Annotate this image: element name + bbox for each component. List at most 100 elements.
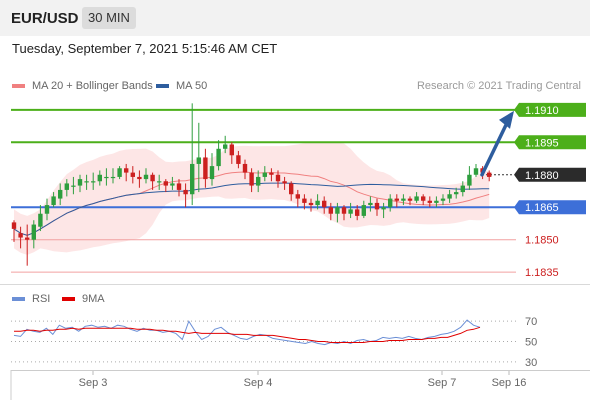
candle-body [223,144,228,149]
candle-body [447,194,452,199]
candle [51,192,56,208]
candle-body [124,168,129,173]
timeframe-badge[interactable]: 30 MIN [82,7,136,29]
candle [473,163,479,177]
candle [242,159,248,180]
candle-body [84,181,89,183]
candle-body [407,198,413,201]
candle-body [190,163,195,195]
candle [308,198,314,212]
level-labels: 1.1910 1.1895 1.1880 1.1865 1.1850 1.1835 [514,102,586,279]
candle [374,198,380,216]
candle [31,220,36,249]
candle [368,196,373,212]
candle-body [269,172,274,175]
candle [315,194,320,210]
candle [328,202,333,221]
x-axis: Sep 3 Sep 4 Sep 7 Sep 16 [10,370,590,400]
legend-rsi-swatch [12,297,25,301]
candle-body [388,198,393,208]
candle [348,202,353,219]
symbol-label: EUR/USD [11,10,79,27]
candle-body [25,237,30,240]
candle [38,205,43,232]
legend-ma20: MA 20 + Bollinger Bands [12,80,153,92]
candle-body [157,181,162,183]
candle [460,181,465,197]
level-label-1.1835: 1.1835 [525,267,559,279]
level-label-text: 1.1910 [525,105,559,117]
candle [289,181,294,201]
candle [97,170,102,186]
level-label-1.1865: 1.1865 [514,200,586,215]
candle-body [91,181,96,183]
level-label-text: 1.1880 [525,170,559,182]
candle-body [242,163,248,173]
candle-body [104,176,109,179]
candle-body [262,172,267,177]
candle [196,122,201,193]
candle [440,194,446,206]
candle [434,196,439,208]
candle-body [335,207,340,214]
candle [275,170,281,188]
candle-body [110,176,116,179]
candle [401,194,406,206]
candle [203,148,208,188]
datetime-label: Tuesday, September 7, 2021 5:15:46 AM CE… [12,41,278,56]
candle [341,205,347,221]
level-label-box [514,200,586,215]
candle-body [256,176,261,186]
candle [104,168,109,186]
rsi-ma9-line [14,326,481,343]
candle-body [460,185,465,193]
candle-body [130,172,135,177]
candle [117,166,122,180]
candle [157,174,162,190]
candle-body [322,200,327,208]
candle [130,166,135,184]
legend-rsi: RSI [12,293,50,305]
candle-body [282,181,287,184]
candle [77,174,83,193]
x-tick-label: Sep 3 [79,377,108,389]
candle-body [196,157,201,164]
candle-body [150,174,155,182]
candle [427,196,432,208]
candle [361,200,366,219]
candle-body [394,198,399,201]
candle [454,187,459,199]
candle-body [176,183,182,190]
candle [143,168,149,184]
candle-body [31,224,36,240]
rsi-tick-label: 30 [525,357,537,369]
candle-body [64,183,69,190]
candle [58,183,63,206]
rsi-line [13,319,481,346]
rsi-tick-label: 50 [525,337,537,349]
candle [176,179,182,197]
legend-rsi-label: RSI [32,293,51,305]
candle [269,168,274,182]
candle-body [97,174,102,182]
candle-body [381,207,386,210]
legend-ma9-swatch [62,297,75,301]
candle [44,198,50,221]
target-arrow-shaft [480,121,509,177]
candle [64,179,69,197]
candle [467,166,472,190]
candle-body [487,172,492,177]
level-label-box [514,135,586,150]
candle-body [216,148,221,167]
candle-body [58,189,63,199]
candle [388,194,393,212]
candle-body [143,174,149,180]
candle-body [203,157,208,180]
header-bar: EUR/USD 30 MIN [0,0,590,36]
candle [295,189,300,208]
level-label-text: 1.1835 [525,267,559,279]
candle-body [249,172,254,186]
candle-body [117,168,122,177]
candle [84,174,89,190]
